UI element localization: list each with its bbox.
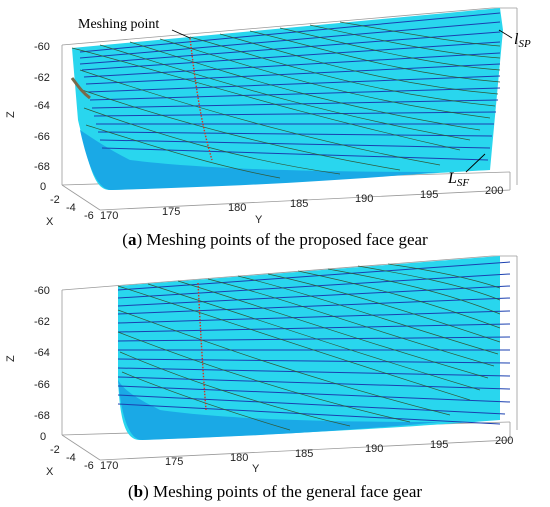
z-tick: -68: [34, 410, 50, 422]
panel-a-x-axis: 0 -2 -4 -6 X: [40, 181, 94, 228]
caption-b-letter: b: [133, 482, 144, 501]
y-tick: 175: [165, 456, 183, 468]
z-axis-label: Z: [5, 355, 17, 362]
x-tick: -4: [66, 452, 76, 464]
panel-a-plot: -60 -62 -64 -66 -68 Z 0 -2 -4 -6 X 170 1…: [5, 7, 531, 228]
x-tick: -2: [50, 444, 60, 456]
caption-b: (b) Meshing points of the general face g…: [127, 482, 423, 501]
caption-a: (a) Meshing points of the proposed face …: [122, 230, 428, 249]
y-tick: 180: [228, 202, 246, 214]
y-tick: 185: [290, 198, 308, 210]
z-tick: -64: [34, 100, 50, 112]
z-tick: -60: [34, 285, 50, 297]
y-tick: 200: [495, 435, 513, 447]
x-tick: 0: [40, 181, 46, 193]
panel-a-edge-shading: [70, 77, 91, 100]
y-tick: 170: [100, 210, 118, 222]
y-tick: 195: [430, 439, 448, 451]
y-axis-label: Y: [252, 463, 260, 475]
lsp-label: lSP: [514, 31, 531, 50]
z-tick: -66: [34, 131, 50, 143]
x-tick: -4: [66, 202, 76, 214]
y-tick: 195: [420, 189, 438, 201]
y-tick: 170: [100, 460, 118, 472]
x-axis-label: X: [46, 466, 54, 478]
z-tick: -68: [34, 161, 50, 173]
panel-b-x-axis: 0 -2 -4 -6 X: [40, 431, 94, 478]
z-tick: -60: [34, 41, 50, 53]
y-tick: 175: [162, 206, 180, 218]
lsf-label: LSF: [447, 170, 469, 189]
meshing-point-arrow: [171, 29, 191, 39]
lsf-arrow: [465, 153, 486, 173]
z-tick: -62: [34, 316, 50, 328]
y-axis-label: Y: [255, 214, 263, 226]
panel-b-plot: -60 -62 -64 -66 -68 Z 0 -2 -4 -6 X 170 1…: [5, 255, 518, 478]
x-tick: -6: [84, 460, 94, 472]
y-tick: 190: [365, 443, 383, 455]
panel-b-contact-lines: [117, 261, 511, 425]
panel-a-annotations: Meshing point lSP LSF: [78, 17, 531, 189]
panel-b-meshing-points: [197, 282, 207, 411]
meshing-point-label: Meshing point: [78, 17, 159, 32]
panel-b-y-axis: 170 175 180 185 190 195 200 Y: [100, 435, 513, 475]
lsp-arrow: [498, 29, 513, 39]
panel-a-contact-lines: [79, 12, 501, 161]
caption-b-text: Meshing points of the general face gear: [153, 482, 423, 501]
y-tick: 180: [230, 452, 248, 464]
panel-b-z-axis: -60 -62 -64 -66 -68 Z: [5, 285, 50, 422]
z-axis-label: Z: [5, 111, 17, 118]
y-tick: 185: [295, 448, 313, 460]
y-tick: 190: [355, 193, 373, 205]
z-tick: -62: [34, 72, 50, 84]
x-axis-label: X: [46, 216, 54, 228]
panel-a-z-axis: -60 -62 -64 -66 -68 Z: [5, 41, 50, 173]
panel-a-grid-lines: [71, 21, 501, 179]
panel-a-surface: [72, 8, 503, 190]
caption-a-letter: a: [127, 230, 137, 249]
x-tick: -2: [50, 194, 60, 206]
caption-a-text: Meshing points of the proposed face gear: [146, 230, 428, 249]
z-tick: -64: [34, 347, 50, 359]
x-tick: 0: [40, 431, 46, 443]
panel-a-y-axis: 170 175 180 185 190 195 200 Y: [100, 185, 503, 226]
y-tick: 200: [485, 185, 503, 197]
panel-b-grid-lines: [117, 263, 501, 431]
z-tick: -66: [34, 379, 50, 391]
x-tick: -6: [84, 210, 94, 222]
